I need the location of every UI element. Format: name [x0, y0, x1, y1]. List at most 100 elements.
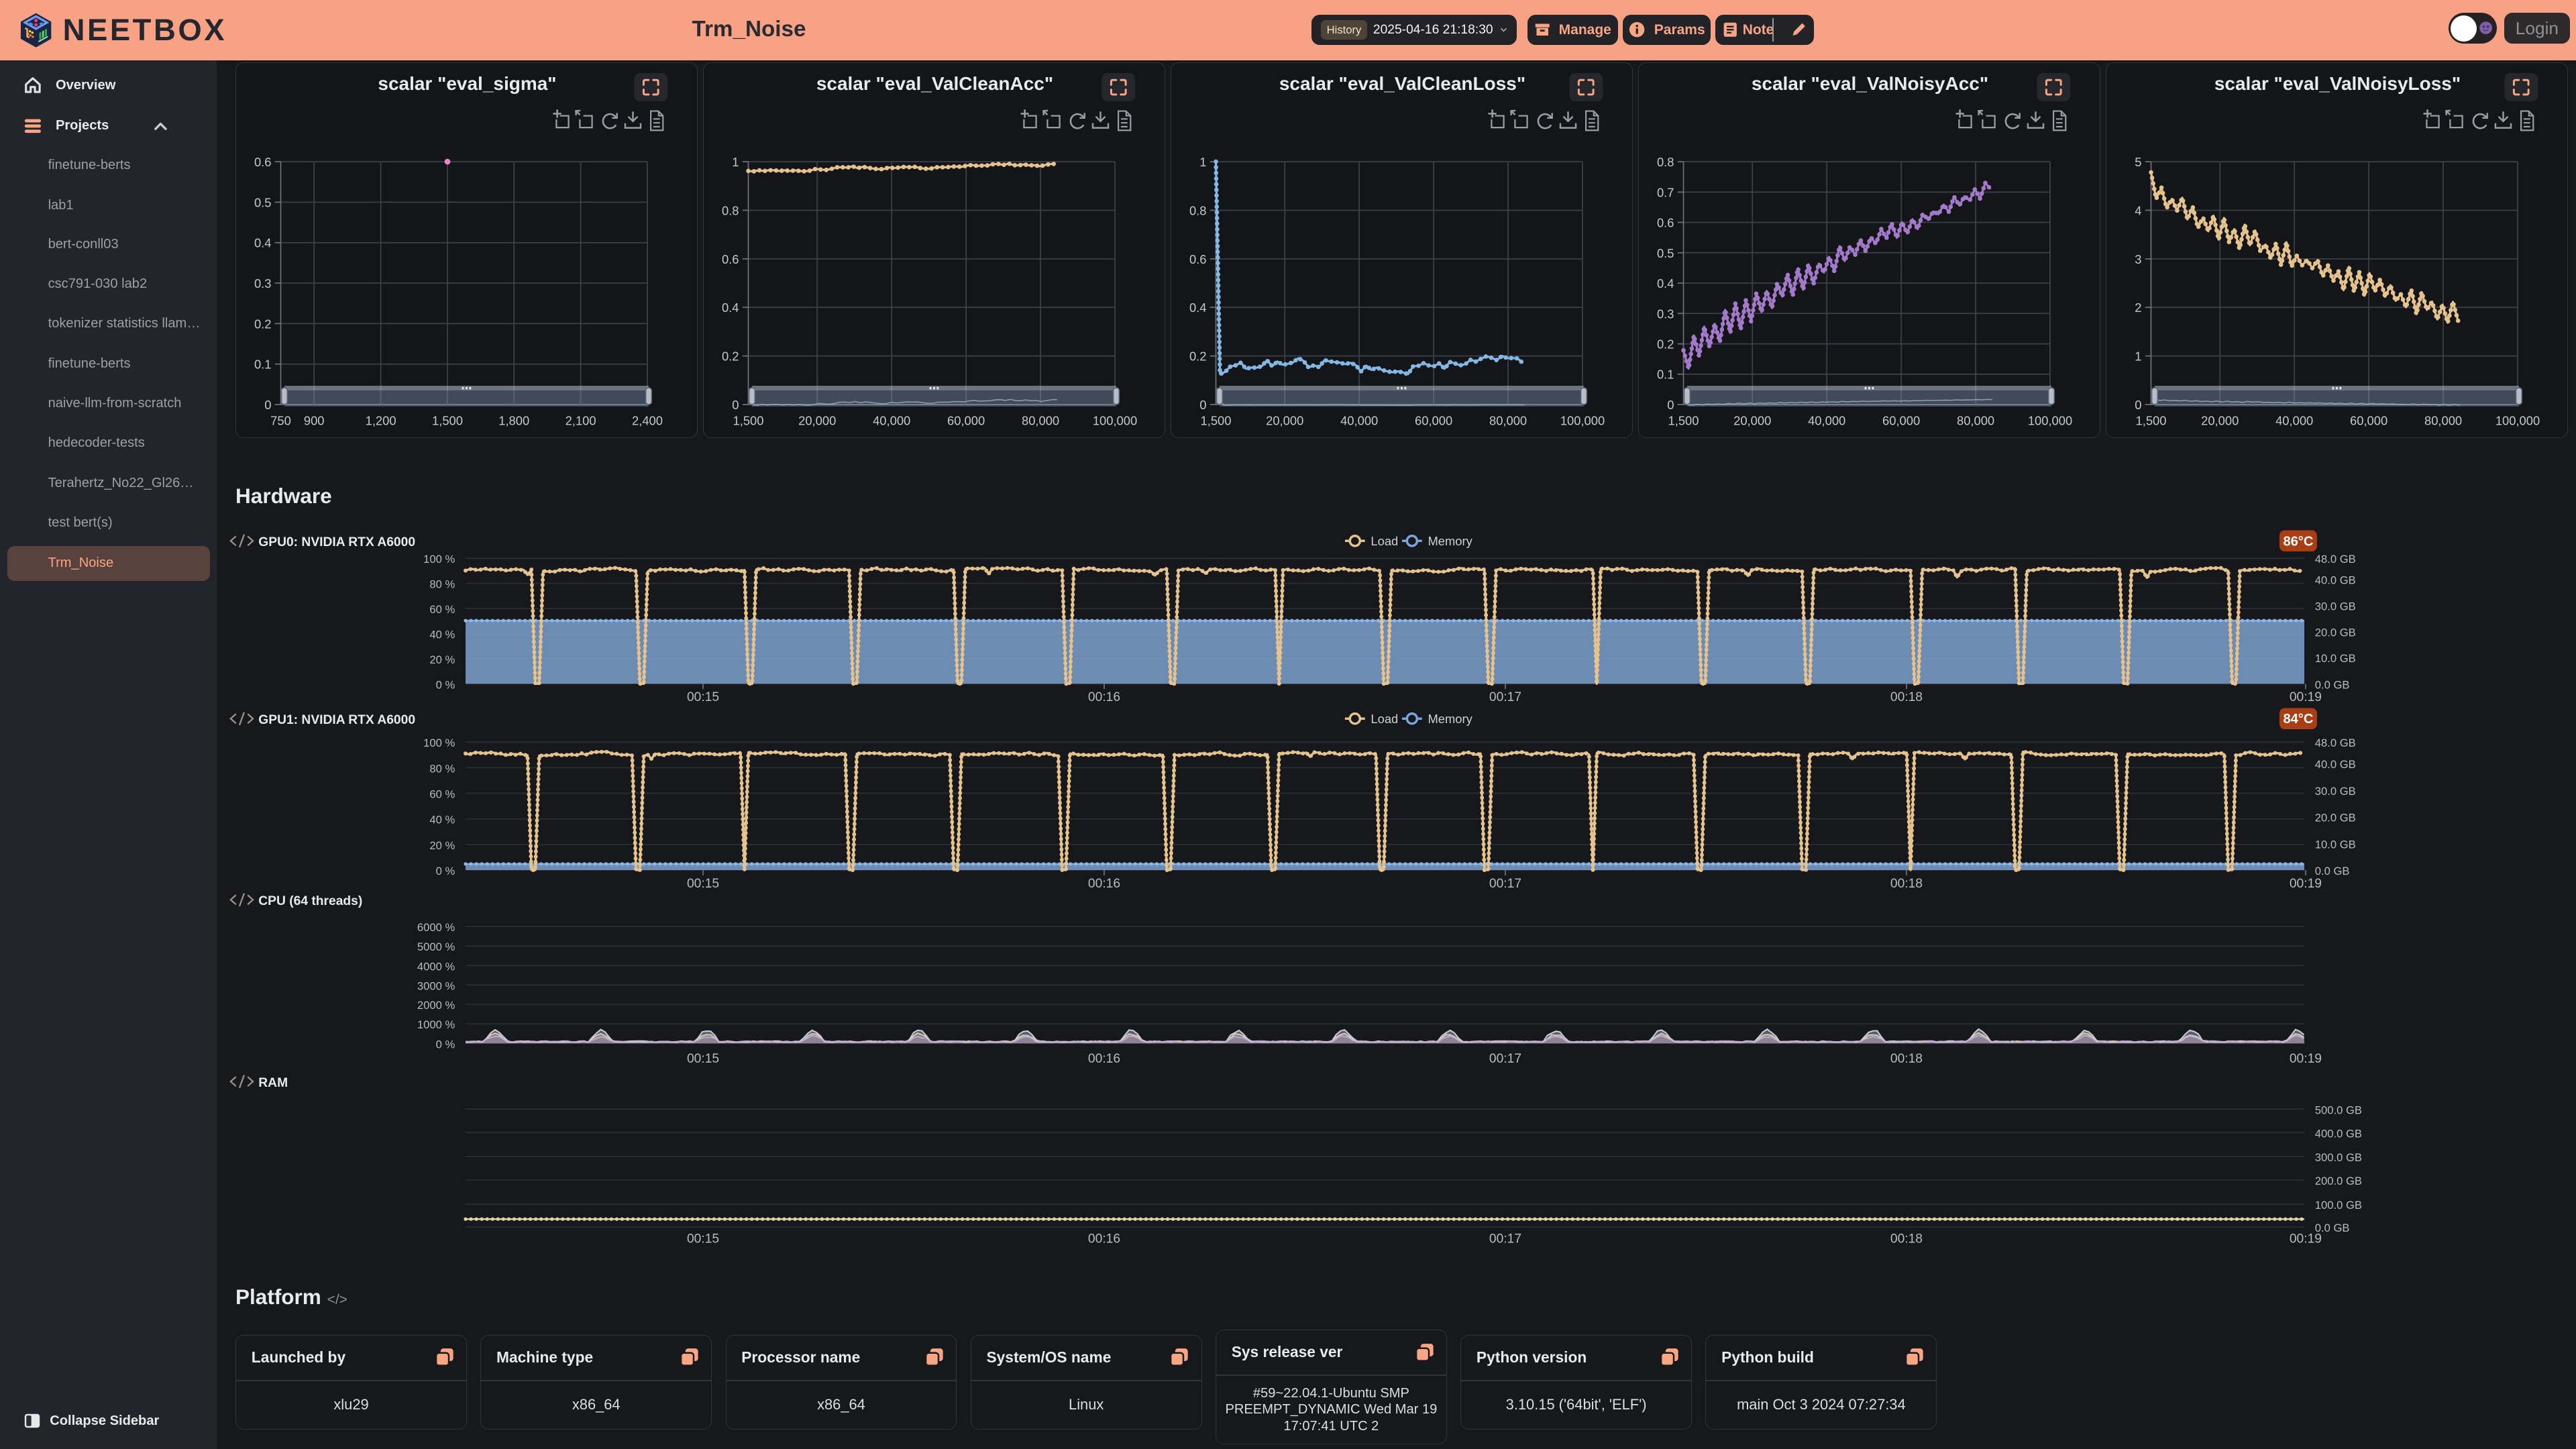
- svg-text:00:15: 00:15: [687, 690, 719, 704]
- svg-text:00:18: 00:18: [1890, 1052, 1923, 1066]
- svg-text:20 %: 20 %: [429, 653, 455, 666]
- svg-text:00:18: 00:18: [1890, 1232, 1923, 1246]
- svg-text:4000 %: 4000 %: [417, 960, 455, 973]
- svg-text:0.5: 0.5: [254, 195, 272, 209]
- svg-text:scalar "eval_sigma": scalar "eval_sigma": [378, 73, 556, 94]
- svg-text:2: 2: [2135, 301, 2141, 315]
- svg-text:20,000: 20,000: [1266, 414, 1303, 428]
- svg-text:0.3: 0.3: [254, 276, 272, 290]
- svg-text:0.7: 0.7: [1657, 185, 1674, 199]
- svg-text:2000 %: 2000 %: [417, 999, 455, 1012]
- svg-text:00:19: 00:19: [2290, 1232, 2322, 1246]
- svg-text:40.0 GB: 40.0 GB: [2315, 574, 2356, 586]
- svg-text:60,000: 60,000: [1415, 414, 1452, 428]
- svg-text:0.4: 0.4: [722, 301, 739, 315]
- svg-text:20,000: 20,000: [798, 414, 836, 428]
- svg-text:100 %: 100 %: [423, 553, 455, 566]
- svg-text:48.0 GB: 48.0 GB: [2315, 553, 2356, 566]
- svg-text:0 %: 0 %: [436, 678, 455, 691]
- svg-text:Memory: Memory: [1428, 534, 1473, 548]
- svg-text:00:19: 00:19: [2290, 1052, 2322, 1066]
- svg-text:2,400: 2,400: [632, 414, 663, 428]
- svg-text:60 %: 60 %: [429, 788, 455, 800]
- svg-text:0 %: 0 %: [436, 1038, 455, 1051]
- svg-text:CPU (64 threads): CPU (64 threads): [258, 894, 362, 908]
- svg-text:1,500: 1,500: [2135, 414, 2166, 428]
- svg-text:1,500: 1,500: [1668, 414, 1699, 428]
- svg-text:scalar "eval_ValNoisyLoss": scalar "eval_ValNoisyLoss": [2214, 73, 2461, 94]
- svg-text:scalar "eval_ValNoisyAcc": scalar "eval_ValNoisyAcc": [1752, 73, 1988, 94]
- svg-text:0.8: 0.8: [1657, 155, 1674, 169]
- svg-text:0: 0: [2135, 398, 2141, 412]
- svg-text:0: 0: [264, 398, 271, 412]
- svg-text:3000 %: 3000 %: [417, 979, 455, 992]
- svg-text:3: 3: [2135, 252, 2141, 266]
- svg-text:1,500: 1,500: [432, 414, 463, 428]
- svg-text:00:18: 00:18: [1890, 690, 1923, 704]
- svg-text:20 %: 20 %: [429, 839, 455, 852]
- svg-text:200.0 GB: 200.0 GB: [2315, 1175, 2362, 1187]
- svg-text:scalar "eval_ValCleanAcc": scalar "eval_ValCleanAcc": [816, 73, 1053, 94]
- svg-text:0.0 GB: 0.0 GB: [2315, 1222, 2350, 1234]
- svg-text:30.0 GB: 30.0 GB: [2315, 785, 2356, 798]
- svg-text:RAM: RAM: [258, 1076, 288, 1090]
- svg-text:0.4: 0.4: [254, 236, 272, 250]
- svg-text:100.0 GB: 100.0 GB: [2315, 1199, 2362, 1212]
- svg-text:60,000: 60,000: [947, 414, 985, 428]
- svg-text:84°C: 84°C: [2283, 712, 2313, 727]
- svg-text:00:16: 00:16: [1088, 1232, 1120, 1246]
- svg-text:80 %: 80 %: [429, 762, 455, 775]
- svg-text:1: 1: [1199, 155, 1206, 169]
- svg-text:40,000: 40,000: [873, 414, 910, 428]
- svg-text:scalar "eval_ValCleanLoss": scalar "eval_ValCleanLoss": [1279, 73, 1525, 94]
- svg-text:5: 5: [2135, 155, 2141, 169]
- svg-text:100,000: 100,000: [1560, 414, 1605, 428]
- svg-text:00:19: 00:19: [2290, 877, 2322, 891]
- svg-text:0.4: 0.4: [1189, 301, 1207, 315]
- svg-text:0 %: 0 %: [436, 865, 455, 877]
- svg-text:0.2: 0.2: [254, 317, 272, 331]
- svg-text:48.0 GB: 48.0 GB: [2315, 737, 2356, 749]
- svg-text:80,000: 80,000: [1957, 414, 1994, 428]
- svg-text:0: 0: [1667, 398, 1674, 412]
- svg-text:750: 750: [270, 414, 291, 428]
- svg-text:0.6: 0.6: [722, 252, 739, 266]
- svg-text:0.1: 0.1: [1657, 368, 1674, 382]
- svg-text:GPU0: NVIDIA RTX A6000: GPU0: NVIDIA RTX A6000: [258, 535, 415, 549]
- svg-text:GPU1: NVIDIA RTX A6000: GPU1: NVIDIA RTX A6000: [258, 713, 415, 727]
- svg-text:00:15: 00:15: [687, 1232, 719, 1246]
- svg-text:00:16: 00:16: [1088, 877, 1120, 891]
- svg-text:4: 4: [2135, 203, 2141, 217]
- svg-text:80,000: 80,000: [1022, 414, 1059, 428]
- svg-text:Memory: Memory: [1428, 712, 1473, 726]
- svg-text:10.0 GB: 10.0 GB: [2315, 652, 2356, 665]
- svg-text:00:17: 00:17: [1489, 1052, 1521, 1066]
- svg-text:100,000: 100,000: [2028, 414, 2072, 428]
- svg-text:40.0 GB: 40.0 GB: [2315, 758, 2356, 771]
- svg-text:1000 %: 1000 %: [417, 1018, 455, 1031]
- svg-text:1,500: 1,500: [733, 414, 764, 428]
- svg-text:0.6: 0.6: [1657, 215, 1674, 229]
- svg-text:00:19: 00:19: [2290, 690, 2322, 704]
- svg-text:100 %: 100 %: [423, 737, 455, 749]
- svg-text:500.0 GB: 500.0 GB: [2315, 1104, 2362, 1116]
- svg-text:60 %: 60 %: [429, 603, 455, 616]
- svg-text:20.0 GB: 20.0 GB: [2315, 811, 2356, 824]
- svg-text:00:16: 00:16: [1088, 690, 1120, 704]
- svg-text:1: 1: [732, 155, 739, 169]
- svg-text:0.1: 0.1: [254, 358, 272, 372]
- svg-text:20,000: 20,000: [1733, 414, 1771, 428]
- svg-text:86°C: 86°C: [2283, 534, 2313, 549]
- svg-text:80,000: 80,000: [2424, 414, 2462, 428]
- svg-text:00:15: 00:15: [687, 1052, 719, 1066]
- svg-text:00:16: 00:16: [1088, 1052, 1120, 1066]
- svg-text:0.4: 0.4: [1657, 276, 1674, 290]
- svg-text:0: 0: [732, 398, 739, 412]
- svg-text:80,000: 80,000: [1489, 414, 1527, 428]
- svg-text:0.0 GB: 0.0 GB: [2315, 865, 2350, 877]
- svg-text:Load: Load: [1371, 534, 1398, 548]
- svg-text:60,000: 60,000: [1882, 414, 1920, 428]
- svg-text:80 %: 80 %: [429, 578, 455, 590]
- svg-text:20,000: 20,000: [2201, 414, 2239, 428]
- svg-text:900: 900: [304, 414, 325, 428]
